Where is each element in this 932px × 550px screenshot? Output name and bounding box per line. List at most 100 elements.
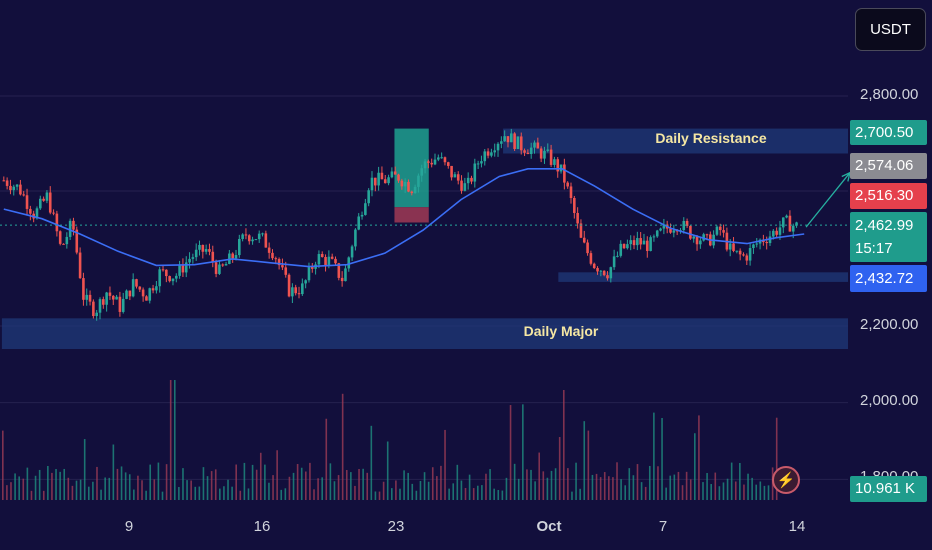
red-price-label: 2,516.30 — [850, 183, 927, 209]
volume-bar — [300, 467, 303, 500]
volume-bar — [2, 430, 4, 500]
candle-body — [241, 234, 244, 239]
candle-body — [433, 159, 437, 165]
volume-bar — [472, 488, 475, 500]
volume-bar — [452, 483, 455, 500]
candle-body — [413, 186, 417, 194]
candle-body — [470, 177, 473, 182]
candle-body — [423, 161, 427, 169]
volume-bar — [165, 464, 168, 500]
candle-body — [652, 236, 656, 238]
volume-bar — [628, 468, 631, 500]
volume-bar — [18, 476, 20, 500]
volume-bar — [407, 472, 409, 500]
volume-bar — [689, 479, 692, 500]
volume-bar — [173, 380, 176, 500]
candle-body — [301, 283, 304, 295]
candle-body — [791, 225, 795, 232]
volume-bar — [362, 468, 364, 500]
candle-body — [632, 240, 636, 246]
volume-bar — [59, 471, 61, 500]
alert-lightning-icon[interactable]: ⚡ — [772, 466, 800, 494]
volume-bar — [198, 486, 201, 500]
candle-body — [592, 263, 596, 269]
candle-body — [218, 264, 221, 274]
candle-body — [516, 136, 520, 149]
candle-body — [29, 208, 32, 214]
candle-body — [493, 150, 497, 153]
volume-bar — [530, 469, 532, 500]
volume-bar — [722, 482, 725, 500]
candle-body — [622, 243, 626, 249]
candle-body — [752, 244, 755, 249]
volume-bar — [169, 380, 172, 500]
volume-bar — [268, 482, 270, 500]
volume-bar — [411, 483, 414, 500]
candle-body — [188, 258, 191, 263]
candle-body — [682, 220, 686, 231]
volume-bar — [558, 437, 561, 500]
y-tick-label: 2,800.00 — [860, 86, 919, 103]
volume-bar — [403, 470, 405, 500]
candle-body — [387, 177, 390, 184]
volume-bar — [706, 473, 708, 500]
candle-body — [231, 253, 234, 259]
candle-body — [765, 242, 768, 244]
volume-bar — [243, 462, 246, 500]
volume-bar — [481, 485, 483, 500]
volume-bar — [284, 488, 287, 500]
candle-body — [616, 255, 619, 257]
projection-arrow — [805, 171, 851, 228]
candle-body — [715, 226, 719, 235]
volume-bar — [71, 485, 74, 500]
candle-body — [281, 265, 284, 268]
volume-bar — [100, 489, 102, 500]
candle-body — [543, 150, 546, 159]
candle-body — [75, 229, 79, 253]
candle-body — [443, 157, 447, 163]
position-stop-area — [394, 207, 429, 223]
candle-body — [42, 198, 45, 201]
volume-bar — [210, 471, 213, 500]
volume-bar — [542, 471, 545, 500]
volume-bar — [329, 463, 332, 500]
candle-body — [105, 292, 108, 305]
current-price-label: 2,462.99 15:17 — [850, 212, 927, 262]
candle-body — [778, 227, 782, 235]
volume-bar — [632, 475, 635, 500]
candle-body — [214, 262, 218, 274]
candle-body — [738, 250, 742, 255]
volume-bar — [276, 450, 278, 500]
candle-body — [645, 240, 649, 251]
candle-body — [294, 287, 297, 294]
candles — [2, 128, 798, 321]
volume-bar — [718, 486, 721, 500]
candle-body — [224, 263, 228, 266]
candle-body — [364, 203, 367, 215]
candle-body — [629, 240, 633, 245]
candle-body — [440, 157, 443, 159]
candle-body — [755, 243, 759, 245]
volume-bar — [296, 464, 299, 500]
candle-body — [699, 240, 702, 245]
volume-bar — [550, 470, 553, 500]
candle-body — [360, 214, 364, 217]
volume-bar — [591, 474, 594, 500]
candle-body — [500, 141, 503, 144]
candle-body — [257, 233, 261, 240]
volume-bar — [509, 405, 512, 500]
volume-bar — [137, 475, 139, 500]
volume-bar — [665, 487, 667, 500]
volume-bar — [415, 490, 418, 500]
candle-body — [407, 181, 410, 192]
candle-body — [732, 243, 735, 251]
candle-body — [367, 190, 370, 204]
volume-bar — [444, 429, 446, 500]
volume-bar — [677, 471, 680, 500]
candle-body — [400, 180, 404, 187]
candle-body — [234, 255, 238, 259]
volume-bar — [317, 478, 319, 500]
currency-button[interactable]: USDT — [855, 8, 926, 51]
volume-label: 10.961 K — [850, 476, 927, 502]
